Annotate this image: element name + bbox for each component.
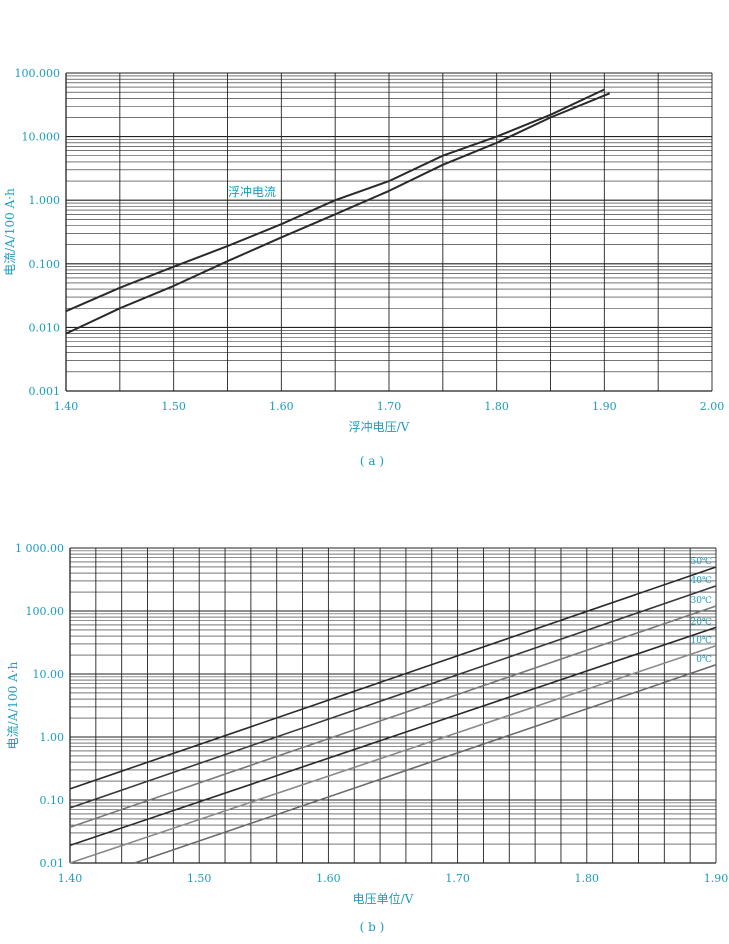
chart-a: 1.40 1.50 1.60 1.70 1.80 1.90 2.00 0.001 0.010 0.… bbox=[3, 67, 724, 468]
x-tick-label: 1.40 bbox=[58, 872, 83, 885]
y-tick-label: 10.000 bbox=[22, 131, 61, 144]
x-tick-label: 1.80 bbox=[575, 872, 600, 885]
y-tick-label: 0.10 bbox=[40, 794, 65, 807]
y-tick-label: 1 000.00 bbox=[15, 542, 64, 555]
x-tick-label: 1.60 bbox=[316, 872, 341, 885]
x-tick-label: 1.80 bbox=[484, 400, 509, 413]
series-label: 50℃ bbox=[690, 557, 712, 567]
series-label: 10℃ bbox=[690, 636, 712, 646]
y-tick-label: 0.01 bbox=[40, 857, 65, 870]
series-line bbox=[69, 605, 717, 828]
grid bbox=[69, 547, 717, 864]
y-tick-label: 0.100 bbox=[29, 258, 61, 271]
x-tick-label: 1.50 bbox=[187, 872, 212, 885]
x-tick-label: 1.70 bbox=[445, 872, 470, 885]
x-axis-title: 浮冲电压/V bbox=[349, 419, 410, 434]
y-axis-title: 电流/A/100 A·h bbox=[3, 188, 17, 276]
series-line bbox=[69, 626, 717, 847]
y-tick-label: 0.010 bbox=[29, 321, 61, 334]
y-tick-label: 100.000 bbox=[15, 67, 61, 80]
x-axis-title: 电压单位/V bbox=[353, 891, 414, 906]
series-line bbox=[69, 585, 717, 809]
series-label: 0℃ bbox=[696, 655, 712, 665]
series-line bbox=[69, 645, 717, 864]
series-label: 30℃ bbox=[690, 596, 712, 606]
x-tick-label: 1.90 bbox=[704, 872, 729, 885]
y-tick-label: 0.001 bbox=[29, 385, 61, 398]
y-tick-label: 1.00 bbox=[40, 731, 65, 744]
series-label: 20℃ bbox=[690, 617, 712, 627]
annotation: 浮冲电流 bbox=[228, 184, 276, 199]
x-tick-label: 1.40 bbox=[54, 400, 79, 413]
y-axis-title: 电流/A/100 A·h bbox=[6, 661, 20, 749]
series-line bbox=[65, 88, 605, 313]
x-tick-label: 1.50 bbox=[161, 400, 186, 413]
x-tick-label: 1.60 bbox=[269, 400, 294, 413]
series-line bbox=[134, 664, 717, 864]
series-line bbox=[65, 92, 611, 335]
series-line bbox=[69, 566, 717, 790]
x-tick-label: 1.70 bbox=[377, 400, 402, 413]
y-tick-label: 100.00 bbox=[26, 605, 65, 618]
y-tick-label: 10.00 bbox=[33, 668, 65, 681]
y-tick-label: 1.000 bbox=[29, 194, 61, 207]
series-label: 40℃ bbox=[690, 576, 712, 586]
chart-b: 1.40 1.50 1.60 1.70 1.80 1.90 0.01 0.10 1.00 10.0… bbox=[6, 542, 728, 934]
figure-caption: ( a ) bbox=[360, 454, 384, 468]
x-tick-label: 2.00 bbox=[700, 400, 725, 413]
x-tick-label: 1.90 bbox=[592, 400, 617, 413]
grid bbox=[65, 72, 713, 392]
figure-caption: ( b ) bbox=[360, 920, 385, 934]
